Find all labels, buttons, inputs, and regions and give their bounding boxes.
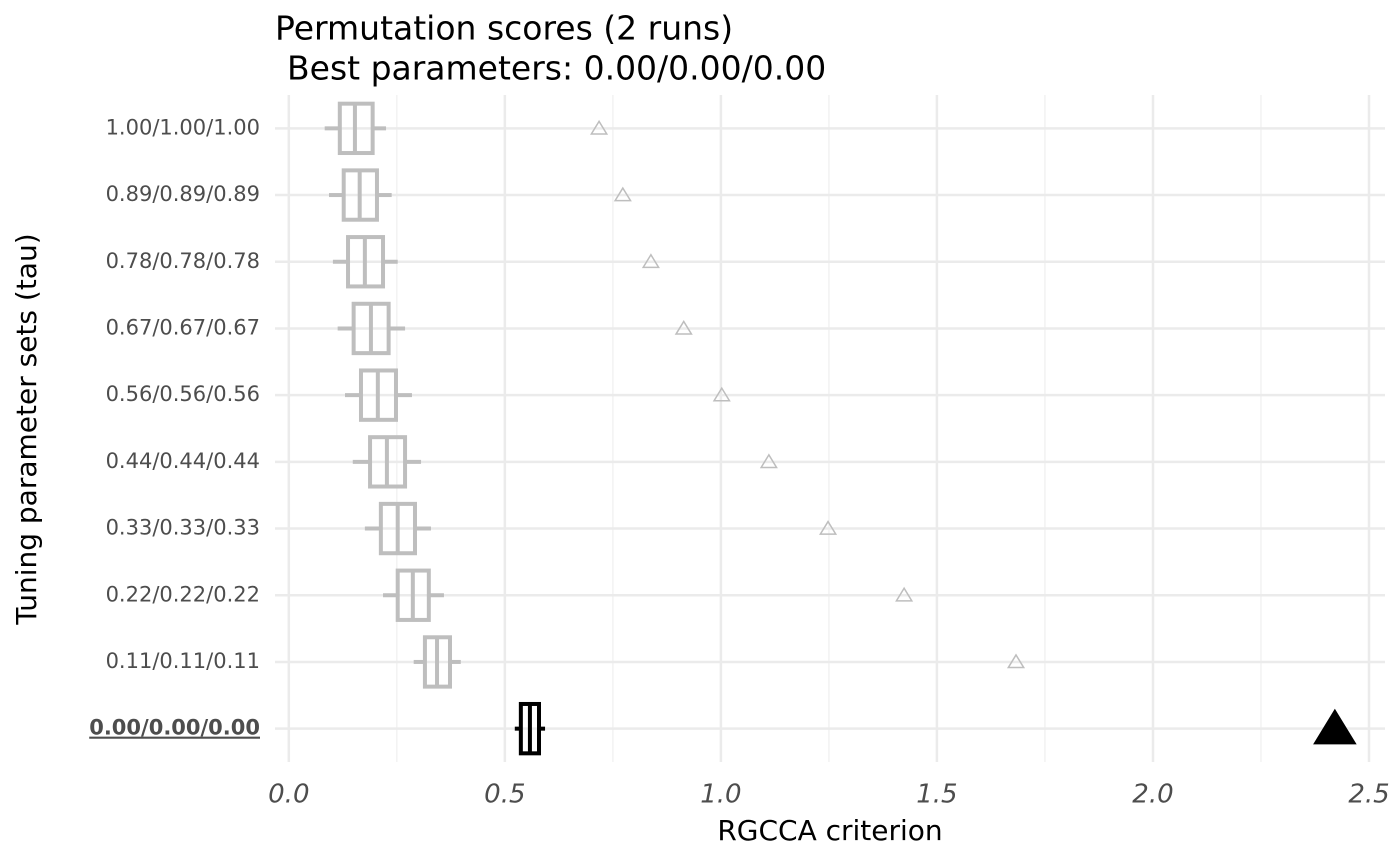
criterion-point bbox=[759, 453, 778, 469]
y-tick-label: 0.67/0.67/0.67 bbox=[106, 315, 260, 339]
y-axis-label: Tuning parameter sets (tau) bbox=[10, 233, 43, 625]
y-tick-label: 0.89/0.89/0.89 bbox=[106, 182, 260, 206]
criterion-point bbox=[641, 253, 660, 269]
x-tick-label: 0.0 bbox=[268, 780, 309, 810]
x-axis-label: RGCCA criterion bbox=[717, 814, 942, 847]
x-tick-label: 0.5 bbox=[484, 780, 525, 810]
criterion-point bbox=[590, 119, 609, 135]
y-tick-label: 0.00/0.00/0.00 bbox=[89, 716, 260, 740]
chart-title: Permutation scores (2 runs) bbox=[275, 9, 733, 48]
x-tick-label: 1.0 bbox=[700, 780, 741, 810]
y-tick-label: 0.22/0.22/0.22 bbox=[106, 582, 260, 606]
criterion-point bbox=[895, 586, 914, 602]
x-tick-label: 2.0 bbox=[1132, 780, 1173, 810]
y-tick-label: 0.78/0.78/0.78 bbox=[106, 249, 260, 273]
y-tick-label: 0.56/0.56/0.56 bbox=[106, 382, 260, 406]
criterion-point bbox=[819, 520, 838, 535]
y-tick-label: 0.44/0.44/0.44 bbox=[106, 449, 260, 473]
y-tick-label: 1.00/1.00/1.00 bbox=[106, 115, 260, 139]
criterion-point bbox=[1313, 708, 1357, 745]
y-tick-label: 0.11/0.11/0.11 bbox=[106, 649, 260, 673]
x-tick-label: 2.5 bbox=[1348, 780, 1389, 810]
chart-subtitle: Best parameters: 0.00/0.00/0.00 bbox=[287, 49, 826, 88]
y-tick-label: 0.33/0.33/0.33 bbox=[106, 516, 260, 540]
criterion-point bbox=[1006, 653, 1026, 669]
criterion-point bbox=[674, 320, 693, 335]
criterion-point bbox=[613, 186, 632, 202]
criterion-point bbox=[712, 386, 731, 402]
x-tick-label: 1.5 bbox=[916, 780, 957, 810]
